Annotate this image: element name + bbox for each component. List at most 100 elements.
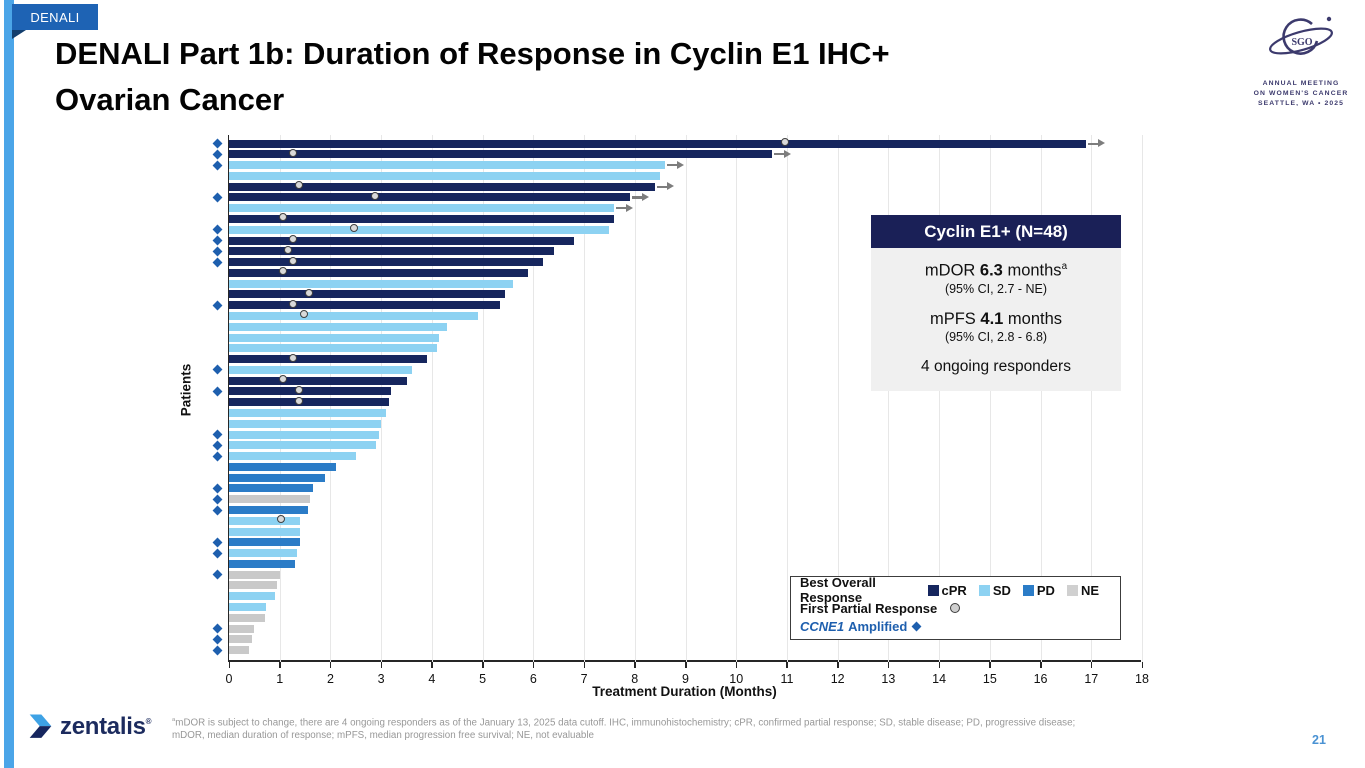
title-line-2: Ovarian Cancer (55, 82, 285, 117)
patient-bar (229, 527, 300, 536)
x-axis-tick (837, 662, 839, 668)
patient-bar (229, 506, 308, 515)
ccne1-diamond (212, 634, 223, 645)
gridline (736, 135, 738, 662)
x-axis-tick (685, 662, 687, 668)
x-axis-tick-label: 6 (529, 672, 537, 686)
sd-swatch (978, 584, 990, 596)
patient-bar (229, 214, 615, 223)
ccne1-diamond (212, 451, 223, 462)
zentalis-logo: zentalis® (28, 712, 152, 742)
first-pr-marker (289, 235, 298, 244)
x-axis-tick-label: 5 (479, 672, 487, 686)
y-axis-label: Patients (178, 363, 194, 417)
first-pr-marker (294, 396, 303, 405)
cpr-swatch (927, 584, 939, 596)
patient-bar (229, 484, 313, 493)
x-axis-tick-label: 0 (225, 672, 233, 686)
first-pr-marker (304, 288, 313, 297)
x-axis-tick-label: 12 (830, 672, 845, 686)
ccne1-diamond (212, 483, 223, 494)
ongoing-responders: 4 ongoing responders (921, 357, 1071, 375)
gridline (634, 135, 636, 662)
gridline (989, 135, 991, 662)
first-pr-marker (279, 375, 288, 384)
legend-item-ne: NE (1066, 583, 1099, 598)
mpfs-ci: (95% CI, 2.8 - 6.8) (944, 329, 1048, 344)
patient-bar (229, 193, 630, 202)
x-axis-tick (583, 662, 586, 668)
x-axis-tick-label: 10 (729, 672, 744, 686)
x-axis-tick (1090, 662, 1093, 668)
ongoing-arrow (657, 185, 669, 188)
gridline (1142, 135, 1143, 662)
x-axis-tick-label: 9 (682, 672, 689, 686)
first-pr-marker (289, 256, 298, 265)
pd-swatch (1022, 584, 1034, 596)
patient-bar (229, 311, 478, 320)
x-axis-tick (735, 662, 738, 668)
x-axis-tick-label: 7 (580, 672, 588, 686)
gridline (1091, 135, 1093, 662)
gridline (1040, 135, 1042, 662)
patient-bar (229, 290, 506, 299)
first-pr-marker (299, 310, 308, 319)
x-axis-tick-label: 4 (428, 672, 436, 686)
denali-tab-fold (12, 30, 26, 39)
first-pr-marker (276, 515, 285, 524)
first-pr-marker (350, 224, 359, 233)
x-axis-tick (887, 662, 890, 668)
summary-stats-box: Cyclin E1+ (N=48) mDOR 6.3 monthsa (95% … (871, 215, 1121, 391)
x-axis-tick-label: 1 (276, 672, 284, 686)
ccne1-diamond (212, 548, 223, 559)
x-axis-tick-label: 17 (1084, 672, 1099, 686)
ongoing-arrow-head (626, 203, 634, 212)
ccne1-diamond (212, 494, 223, 505)
patient-bar (229, 559, 295, 568)
patient-bar (229, 150, 772, 159)
patient-bar (229, 538, 300, 547)
x-axis-tick (634, 662, 636, 668)
patient-bar (229, 452, 356, 461)
patient-bar (229, 419, 382, 428)
ccne1-diamond (212, 138, 223, 149)
gridline (888, 135, 890, 662)
patient-bar (229, 376, 407, 385)
legend-row-ccne1-amplified: CCNE1 Amplified (800, 617, 1111, 635)
first-pr-marker (284, 245, 293, 254)
ccne1-diamond (212, 440, 223, 451)
patient-bar (229, 247, 554, 256)
first-pr-marker (289, 299, 298, 308)
x-axis-tick (532, 662, 535, 668)
footnote: amDOR is subject to change, there are 4 … (172, 717, 1076, 741)
patient-bar (229, 171, 661, 180)
x-axis-label: Treatment Duration (Months) (592, 684, 777, 699)
patient-bar (229, 441, 377, 450)
sgo-acronym: SGO (1291, 37, 1312, 48)
legend-item-cpr: cPR (927, 583, 967, 598)
x-axis-tick (228, 662, 230, 668)
patient-bar (229, 322, 448, 331)
x-axis-tick (938, 662, 941, 668)
stats-body: mDOR 6.3 monthsa (95% CI, 2.7 - NE) mPFS… (871, 248, 1121, 391)
x-axis-tick (989, 662, 991, 668)
ccne1-diamond (212, 429, 223, 440)
x-axis-tick (380, 662, 383, 668)
x-axis-tick-label: 18 (1135, 672, 1149, 686)
left-accent-stripe (4, 0, 14, 768)
ongoing-arrow (616, 207, 628, 210)
stats-header: Cyclin E1+ (N=48) (871, 215, 1121, 248)
patient-bar (229, 333, 440, 342)
zentalis-z-icon (29, 714, 52, 738)
first-pr-marker (279, 213, 288, 222)
patient-bar (229, 279, 514, 288)
patient-bar (229, 473, 326, 482)
patient-bar (229, 635, 252, 644)
gridline (939, 135, 941, 662)
ccne1-diamond (212, 246, 223, 257)
x-axis-tick-label: 14 (932, 672, 947, 686)
ongoing-arrow-head (677, 160, 685, 169)
ccne1-diamond (212, 192, 223, 203)
x-axis-tick (279, 662, 281, 668)
patient-bar (229, 387, 392, 396)
